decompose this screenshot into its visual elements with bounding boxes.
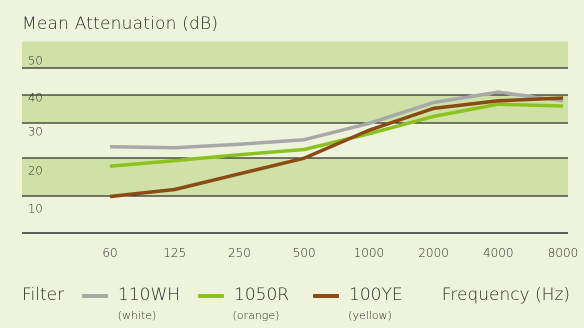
x-tick-label-1000: 1000 bbox=[354, 246, 385, 260]
x-axis-title: Frequency (Hz) bbox=[441, 285, 570, 305]
legend-note-100ye: (yellow) bbox=[348, 309, 392, 322]
legend-name-1050r: 1050R bbox=[234, 285, 290, 305]
legend-note-110wh: (white) bbox=[117, 309, 157, 322]
band-5 bbox=[22, 196, 568, 233]
x-tick-label-250: 250 bbox=[228, 246, 251, 260]
series-line-110wh bbox=[109, 90, 564, 150]
band-4 bbox=[22, 158, 568, 196]
x-axis-labels: 60 125 250 500 1000 2000 4000 8000 bbox=[102, 246, 578, 260]
legend-note-1050r: (orange) bbox=[232, 309, 280, 322]
x-tick-label-4000: 4000 bbox=[483, 246, 514, 260]
x-tick-label-2000: 2000 bbox=[418, 246, 449, 260]
y-tick-label-10: 10 bbox=[28, 202, 43, 216]
legend-filter-label: Filter bbox=[22, 285, 65, 305]
legend-swatch-1050r bbox=[198, 294, 224, 298]
x-tick-label-125: 125 bbox=[163, 246, 186, 260]
legend-swatch-110wh bbox=[82, 294, 108, 298]
band-1 bbox=[22, 68, 568, 95]
legend: Filter 110WH (white) 1050R (orange) 100Y… bbox=[0, 280, 584, 328]
y-tick-label-50: 50 bbox=[28, 54, 43, 68]
chart-title: Mean Attenuation (dB) bbox=[22, 14, 219, 34]
band-2 bbox=[22, 95, 568, 123]
plot-area: 50 40 30 20 10 60 125 250 500 1000 2000 4000 8000 bbox=[22, 40, 578, 260]
series-line-100ye bbox=[109, 96, 564, 199]
legend-name-100ye: 100YE bbox=[349, 285, 403, 305]
series-line-1050r bbox=[109, 102, 564, 168]
x-tick-label-8000: 8000 bbox=[548, 246, 579, 260]
background-bands bbox=[22, 41, 568, 233]
legend-name-110wh: 110WH bbox=[118, 285, 181, 305]
band-0 bbox=[22, 41, 568, 68]
series-lines bbox=[109, 90, 564, 199]
y-axis-labels: 50 40 30 20 10 bbox=[28, 54, 43, 216]
x-tick-label-60: 60 bbox=[102, 246, 117, 260]
y-tick-label-30: 30 bbox=[28, 125, 43, 139]
legend-swatch-100ye bbox=[313, 294, 339, 298]
x-tick-label-500: 500 bbox=[293, 246, 316, 260]
y-tick-label-20: 20 bbox=[28, 164, 43, 178]
y-tick-label-40: 40 bbox=[28, 91, 43, 105]
